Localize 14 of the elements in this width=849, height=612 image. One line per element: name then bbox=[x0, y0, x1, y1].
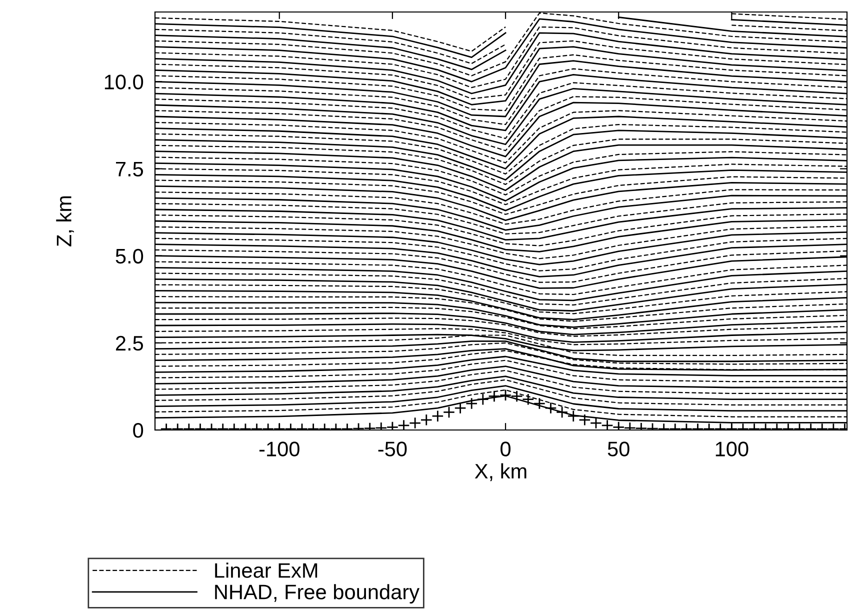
x-tick-label: -50 bbox=[378, 442, 407, 456]
y-tick-label: 2.5 bbox=[116, 336, 144, 351]
x-tick-label: -100 bbox=[259, 442, 300, 456]
x-tick-label: 50 bbox=[608, 442, 630, 456]
y-tick-label: 5.0 bbox=[116, 248, 144, 264]
y-axis-title: Z, km bbox=[56, 196, 74, 246]
y-tick-label: 7.5 bbox=[116, 162, 144, 177]
x-tick-label: 100 bbox=[716, 442, 748, 456]
y-tick-label: 0 bbox=[133, 423, 144, 438]
legend-label: NHAD, Free boundary bbox=[215, 584, 420, 604]
y-tick-label: 10.0 bbox=[104, 74, 144, 90]
x-axis-title: X, km bbox=[474, 463, 526, 482]
x-tick-label: 0 bbox=[500, 442, 510, 456]
legend-label: Linear ExM bbox=[215, 562, 318, 578]
